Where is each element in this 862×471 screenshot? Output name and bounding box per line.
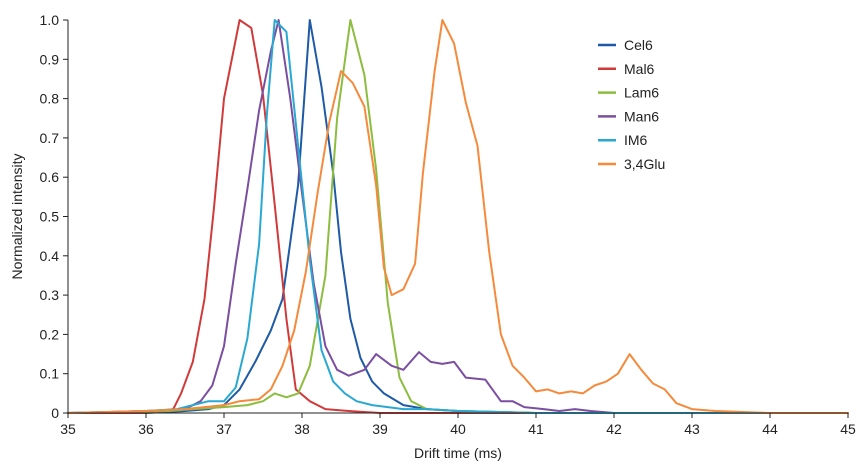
x-tick-label: 45 <box>840 421 856 437</box>
x-ticks: 35 36 37 38 39 40 41 42 43 44 45 <box>60 413 856 437</box>
legend-label: Man6 <box>624 108 659 124</box>
x-tick-label: 42 <box>606 421 622 437</box>
series-line-lam6 <box>67 19 849 414</box>
y-tick-label: 0.1 <box>40 366 60 382</box>
x-tick-label: 37 <box>216 421 232 437</box>
y-tick-label: 0 <box>51 405 59 421</box>
legend: Cel6 Mal6 Lam6 Man6 IM6 3,4Glu <box>598 37 665 172</box>
legend-label: 3,4Glu <box>624 156 665 172</box>
series-layer <box>67 19 849 414</box>
y-tick-label: 0.9 <box>40 51 60 67</box>
y-tick-label: 0.6 <box>40 169 60 185</box>
x-tick-label: 38 <box>294 421 310 437</box>
legend-label: Lam6 <box>624 85 659 101</box>
x-tick-label: 44 <box>762 421 778 437</box>
legend-label: Cel6 <box>624 37 653 53</box>
y-tick-label: 1.0 <box>40 12 60 28</box>
series-line-man6 <box>67 19 849 414</box>
series-line-cel6 <box>67 19 849 414</box>
x-tick-label: 35 <box>60 421 76 437</box>
legend-label: Mal6 <box>624 61 655 77</box>
y-tick-label: 0.5 <box>40 209 60 225</box>
axes-layer <box>67 20 848 414</box>
x-tick-label: 36 <box>138 421 154 437</box>
series-line-3-4glu <box>67 19 849 414</box>
x-axis-label: Drift time (ms) <box>414 445 502 461</box>
y-tick-label: 0.4 <box>40 248 60 264</box>
x-tick-label: 40 <box>450 421 466 437</box>
series-line-im6 <box>67 19 849 414</box>
x-tick-label: 41 <box>528 421 544 437</box>
y-tick-label: 0.7 <box>40 130 60 146</box>
legend-label: IM6 <box>624 132 648 148</box>
y-ticks: 0 0.1 0.2 0.3 0.4 0.5 0.6 0.7 0.8 0.9 1.0 <box>40 12 68 421</box>
y-tick-label: 0.3 <box>40 287 60 303</box>
series-line-mal6 <box>67 19 849 414</box>
y-tick-label: 0.2 <box>40 326 60 342</box>
x-tick-label: 39 <box>372 421 388 437</box>
y-axis-label: Normalized intensity <box>9 153 25 279</box>
x-tick-label: 43 <box>684 421 700 437</box>
y-tick-label: 0.8 <box>40 91 60 107</box>
